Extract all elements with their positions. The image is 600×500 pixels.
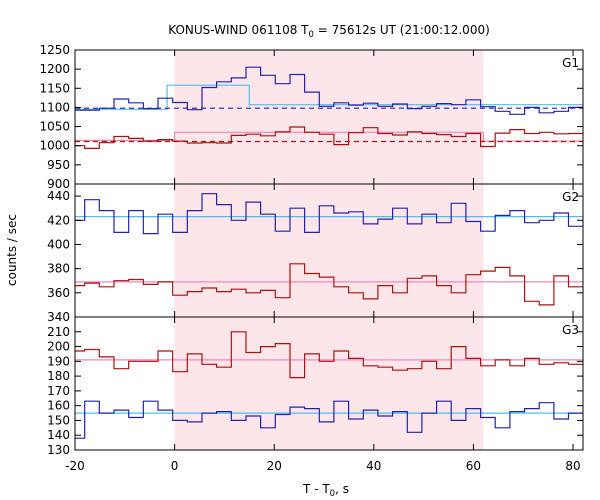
model-line-light-blue <box>75 84 583 110</box>
panel-label: G1 <box>562 56 579 70</box>
x-tick-label: -20 <box>65 459 85 473</box>
x-tick-label: 60 <box>466 459 481 473</box>
y-tick-label: 420 <box>47 213 70 227</box>
y-tick-label: 1150 <box>39 81 70 95</box>
panel-frame <box>74 316 584 451</box>
x-axis-label: T - T0, s <box>302 482 349 499</box>
y-tick-label: 1250 <box>39 43 70 57</box>
y-tick-label: 1050 <box>39 120 70 134</box>
y-tick-label: 200 <box>47 340 70 354</box>
histogram-blue <box>75 400 583 439</box>
x-tick-label: 40 <box>366 459 381 473</box>
panel-label: G3 <box>562 323 579 337</box>
y-tick-label: 380 <box>47 262 70 276</box>
x-tick-label: 0 <box>171 459 179 473</box>
plot-panels: 900 950 1000 1050 1100 1150 1200 1250 G1 340 360 38… <box>39 43 584 473</box>
y-tick-label: 170 <box>47 384 70 398</box>
shaded-interval <box>174 50 484 450</box>
y-tick-label: 900 <box>47 177 70 191</box>
histogram-red <box>75 263 583 306</box>
histogram-blue <box>75 66 583 115</box>
y-tick-label: 950 <box>47 158 70 172</box>
y-tick-label: 160 <box>47 399 70 413</box>
y-tick-label: 210 <box>47 325 70 339</box>
y-tick-label: 130 <box>47 443 70 457</box>
y-tick-label: 360 <box>47 286 70 300</box>
y-tick-label: 1000 <box>39 139 70 153</box>
y-tick-label: 1200 <box>39 62 70 76</box>
y-tick-label: 190 <box>47 354 70 368</box>
y-tick-label: 340 <box>47 310 70 324</box>
y-tick-label: 1100 <box>39 100 70 114</box>
x-tick-label: 20 <box>267 459 282 473</box>
y-tick-label: 400 <box>47 237 70 251</box>
y-tick-label: 140 <box>47 428 70 442</box>
y-tick-label: 180 <box>47 369 70 383</box>
histogram-red <box>75 126 583 149</box>
y-tick-label: 150 <box>47 413 70 427</box>
y-axis-label: counts / sec <box>5 214 19 286</box>
panel-label: G2 <box>562 190 579 204</box>
chart-title: KONUS-WIND 061108 T0 = 75612s UT (21:00:… <box>168 23 490 40</box>
x-tick-label: 80 <box>565 459 580 473</box>
histogram-blue <box>75 193 583 235</box>
histogram-red <box>75 331 583 379</box>
y-tick-label: 440 <box>47 189 70 203</box>
